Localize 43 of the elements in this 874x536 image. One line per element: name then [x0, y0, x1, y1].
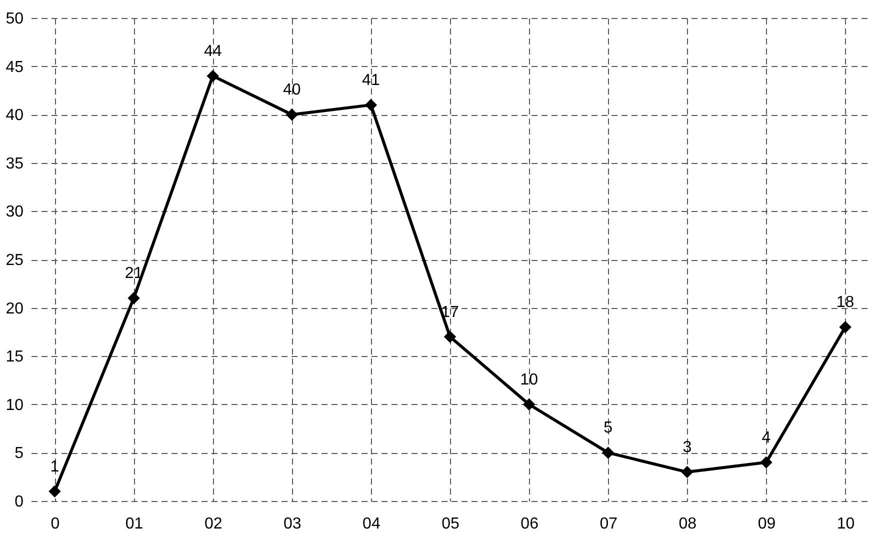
- x-tick-label: 04: [362, 516, 380, 532]
- point: [522, 398, 536, 411]
- data-label: 44: [204, 42, 222, 60]
- y-tick-label: 25: [6, 252, 24, 269]
- point: [760, 456, 772, 468]
- y-tick-label: 20: [6, 300, 24, 318]
- data-label: 4: [762, 429, 771, 446]
- x-tick-label: 05: [442, 516, 460, 532]
- x-tick-label: 01: [125, 516, 144, 532]
- y-tick-label: 40: [6, 107, 24, 124]
- point: [206, 70, 219, 82]
- data-label: 3: [682, 439, 692, 456]
- data-label: 5: [604, 420, 613, 437]
- data-label: 41: [362, 72, 380, 89]
- y-tick-label: 15: [6, 348, 24, 366]
- point: [364, 98, 378, 112]
- point: [444, 330, 456, 343]
- y-tick-label: 45: [6, 58, 24, 76]
- data-label: 10: [520, 371, 538, 388]
- y-tick-label: 10: [6, 396, 24, 414]
- y-tick-label: 35: [6, 155, 24, 172]
- y-tick-label: 50: [6, 10, 24, 28]
- point: [128, 292, 140, 304]
- y-tick-label: 30: [6, 204, 24, 221]
- point: [602, 446, 614, 459]
- x-tick-label: 09: [758, 516, 776, 532]
- x-tick-label: 02: [204, 516, 222, 532]
- x-tick-label: 10: [836, 516, 855, 532]
- data-label: 18: [836, 294, 854, 312]
- x-tick-label: 06: [520, 516, 539, 532]
- x-tick-label: 0: [50, 516, 60, 532]
- x-tick-label: 03: [283, 516, 302, 532]
- y-tick-label: 0: [14, 494, 24, 510]
- point: [839, 320, 852, 334]
- x-tick-label: 07: [600, 516, 618, 532]
- point: [286, 108, 298, 121]
- data-label: 1: [50, 458, 60, 476]
- data-label: 40: [282, 82, 301, 99]
- x-tick-label: 08: [678, 516, 697, 532]
- data-label: 21: [124, 265, 143, 282]
- y-tick-label: 5: [14, 445, 24, 462]
- point: [48, 485, 61, 498]
- point: [681, 466, 694, 478]
